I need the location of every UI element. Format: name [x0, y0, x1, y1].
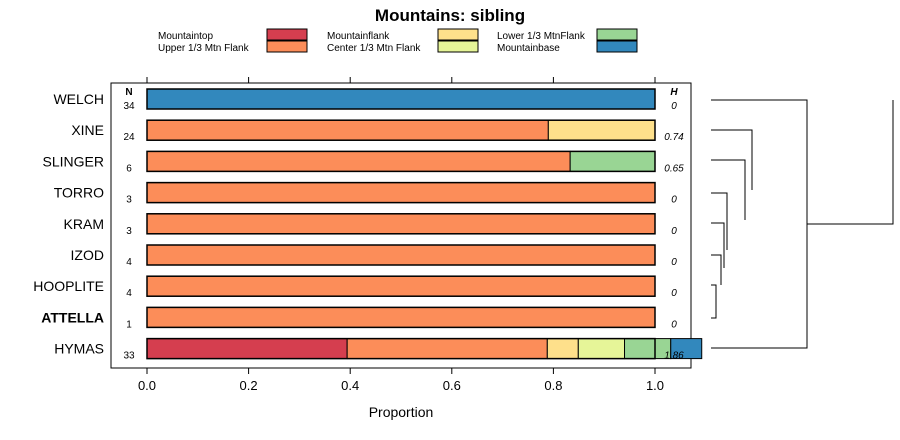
- legend-swatch: [596, 28, 638, 41]
- bar-segment: [146, 88, 656, 110]
- bar-row: KRAM 3 0: [64, 213, 677, 237]
- bar-outline: [146, 88, 656, 110]
- row-h-value: 0.65: [664, 163, 684, 174]
- row-h-value: 0: [671, 319, 677, 330]
- legend-label: Mountainbase: [497, 43, 560, 54]
- row-label: SLINGER: [43, 153, 104, 169]
- bar-outline: [146, 275, 656, 297]
- x-tick-label: 0.0: [138, 378, 156, 393]
- dendrogram-branch: [711, 192, 728, 250]
- dendrogram-branch: [711, 99, 808, 349]
- bar-segment: [146, 119, 549, 141]
- x-tick-label: 0.8: [544, 378, 562, 393]
- row-n-value: 33: [123, 351, 135, 362]
- bar-segment: [146, 275, 656, 297]
- bar-row: HYMAS 33 1.86: [54, 337, 703, 362]
- bar-segment: [577, 338, 626, 360]
- legend-label: Mountaintop: [158, 31, 213, 42]
- row-n-value: 3: [126, 226, 132, 237]
- x-axis-label: Proportion: [369, 404, 434, 420]
- row-label: XINE: [71, 122, 104, 138]
- row-label: TORRO: [54, 185, 104, 201]
- legend-swatch: [596, 40, 638, 53]
- row-label: WELCH: [53, 91, 104, 107]
- dendrogram-branch: [711, 254, 722, 285]
- row-label: ATTELLA: [41, 309, 104, 325]
- bar-segment: [146, 338, 348, 360]
- row-h-value: 0: [671, 101, 677, 112]
- dendrogram-branch: [711, 129, 753, 190]
- x-axis: 0.0 0.2 0.4 0.6 0.8 1.0: [138, 77, 664, 393]
- legend-label: Upper 1/3 Mtn Flank: [158, 43, 250, 54]
- legend-swatch: [266, 40, 308, 53]
- row-label: HOOPLITE: [33, 278, 104, 294]
- row-h-value: 1.86: [664, 351, 684, 362]
- dendrogram-branch: [711, 284, 717, 319]
- bar-segment: [569, 150, 656, 172]
- row-n-value: 4: [126, 288, 132, 299]
- bar-segment: [146, 182, 656, 204]
- bar-segment: [546, 338, 579, 360]
- bar-row: IZOD 4 0: [71, 244, 677, 268]
- bar-outline: [146, 119, 656, 141]
- bar-row: ATTELLA 1 0: [41, 306, 677, 330]
- chart-title: Mountains: sibling: [375, 6, 525, 25]
- legend-label: Mountainflank: [327, 31, 390, 42]
- row-h-value: 0.74: [664, 132, 684, 143]
- bar-segment: [146, 244, 656, 266]
- row-n-value: 3: [126, 195, 132, 206]
- row-n-value: 6: [126, 163, 132, 174]
- row-n-value: 24: [123, 132, 135, 143]
- bar-segment: [146, 150, 571, 172]
- bar-outline: [146, 181, 656, 204]
- bar-segment: [346, 338, 548, 360]
- legend-swatch: [437, 40, 479, 53]
- row-h-value: 0: [671, 226, 677, 237]
- legend-label: Center 1/3 Mtn Flank: [327, 43, 421, 54]
- row-h-value: 0: [671, 257, 677, 268]
- row-h-value: 0: [671, 195, 677, 206]
- row-label: IZOD: [71, 247, 104, 263]
- dendrogram-branch: [711, 222, 725, 268]
- bar-row: HOOPLITE 4 0: [33, 275, 677, 299]
- bar-segment: [146, 306, 656, 328]
- x-tick-label: 0.4: [341, 378, 359, 393]
- row-n-value: 1: [126, 319, 132, 330]
- dendrogram-branch: [807, 100, 894, 225]
- bar-row: SLINGER 6 0.65: [43, 150, 684, 174]
- bar-outline: [146, 213, 656, 235]
- bar-outline: [146, 150, 656, 173]
- n-header: N: [125, 87, 132, 98]
- bar-row: WELCH 34 0: [53, 88, 677, 112]
- row-label: KRAM: [64, 216, 104, 232]
- x-tick-label: 0.2: [240, 378, 258, 393]
- bar-segment: [547, 119, 656, 141]
- bar-outline: [146, 244, 656, 266]
- bar-row: XINE 24 0.74: [71, 119, 684, 143]
- dendrogram: [711, 99, 894, 349]
- dendrogram-branch: [711, 159, 746, 220]
- bar-row: TORRO 3 0: [54, 181, 677, 206]
- x-tick-label: 1.0: [646, 378, 664, 393]
- row-n-value: 4: [126, 257, 132, 268]
- bar-outline: [146, 337, 656, 360]
- plot-frame: [110, 82, 692, 369]
- row-h-value: 0: [671, 288, 677, 299]
- row-label: HYMAS: [54, 341, 104, 357]
- legend-swatch: [437, 28, 479, 41]
- h-header: H: [670, 87, 678, 98]
- bar-segment: [146, 213, 656, 235]
- bar-segment: [670, 338, 703, 360]
- legend-swatch: [266, 28, 308, 41]
- x-tick-label: 0.6: [443, 378, 461, 393]
- row-n-value: 34: [123, 101, 135, 112]
- bar-outline: [146, 306, 656, 329]
- legend-label: Lower 1/3 MtnFlank: [497, 31, 586, 42]
